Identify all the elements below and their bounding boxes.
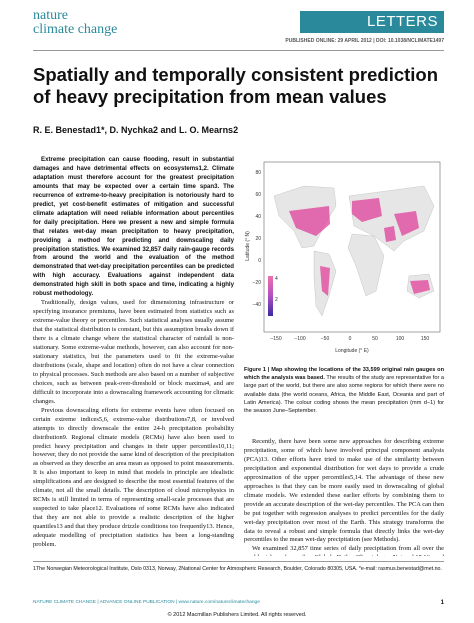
y-tick-label: −20 bbox=[253, 280, 262, 286]
y-tick-label: 60 bbox=[255, 192, 261, 198]
figure-map: 4 2 80 60 40 20 0 −20 −40 Latitude (° N)… bbox=[245, 161, 441, 354]
paragraph: Previous downscaling efforts for extreme… bbox=[33, 406, 234, 548]
email: *e-mail: rasmus.benestad@met.no. bbox=[358, 566, 442, 572]
colorbar-label: 2 bbox=[275, 297, 278, 303]
y-axis-label: Latitude (° N) bbox=[245, 231, 251, 261]
x-tick-label: 100 bbox=[396, 336, 405, 342]
y-tick-label: 40 bbox=[255, 214, 261, 220]
x-tick-label: −150 bbox=[270, 336, 281, 342]
footnote-rule bbox=[33, 561, 444, 562]
paragraph: We examined 32,857 time series of daily … bbox=[244, 545, 444, 556]
y-tick-label: −40 bbox=[253, 302, 262, 308]
station-cluster bbox=[320, 266, 330, 296]
gauge-stations bbox=[289, 198, 430, 296]
article-title: Spatially and temporally consistent pred… bbox=[33, 64, 439, 107]
colorbar-label: 4 bbox=[275, 276, 278, 282]
x-tick-label: −100 bbox=[294, 336, 305, 342]
paragraph: Recently, there have been some new appro… bbox=[244, 438, 444, 544]
x-axis-label: Longitude (° E) bbox=[335, 348, 369, 354]
left-column: Extreme precipitation can cause flooding… bbox=[33, 156, 234, 556]
colorbar bbox=[268, 276, 273, 316]
figure-caption: Figure 1 | Map showing the locations of … bbox=[244, 366, 444, 415]
right-column: Recently, there have been some new appro… bbox=[244, 438, 444, 556]
y-tick-label: 0 bbox=[258, 258, 261, 264]
station-cluster bbox=[352, 198, 382, 222]
caption-title: Figure 1 | Map showing the locations of … bbox=[244, 367, 444, 382]
footer-journal: NATURE CLIMATE CHANGE | ADVANCE ONLINE P… bbox=[33, 600, 260, 605]
caption-text: The results of the study are representat… bbox=[244, 375, 444, 415]
footnote: 1The Norwegian Meteorological Institute,… bbox=[33, 566, 444, 574]
station-cluster bbox=[289, 206, 330, 236]
section-banner: LETTERS bbox=[300, 11, 444, 33]
x-tick-label: 0 bbox=[349, 336, 352, 342]
published-line: PUBLISHED ONLINE: 29 APRIL 2012 | DOI: 1… bbox=[285, 38, 444, 44]
station-cluster bbox=[410, 280, 430, 294]
abstract: Extreme precipitation can cause flooding… bbox=[33, 156, 234, 298]
station-cluster bbox=[384, 226, 396, 242]
copyright: © 2012 Macmillan Publishers Limited. All… bbox=[167, 612, 307, 618]
journal-logo: nature climate change bbox=[33, 9, 117, 37]
africa bbox=[347, 233, 385, 297]
header-rule bbox=[33, 50, 444, 51]
paragraph: Traditionally, design values, used for d… bbox=[33, 299, 234, 405]
authors: R. E. Benestad1*, D. Nychka2 and L. O. M… bbox=[33, 125, 239, 135]
x-tick-label: −50 bbox=[321, 336, 330, 342]
page-number: 1 bbox=[440, 600, 444, 606]
affiliations: 1The Norwegian Meteorological Institute,… bbox=[33, 566, 358, 572]
x-tick-label: 150 bbox=[421, 336, 430, 342]
y-tick-label: 80 bbox=[255, 170, 261, 176]
x-tick-label: 50 bbox=[372, 336, 378, 342]
station-cluster bbox=[394, 211, 419, 236]
y-tick-label: 20 bbox=[255, 236, 261, 242]
logo-line: nature bbox=[33, 8, 68, 23]
logo-line: climate change bbox=[33, 22, 118, 37]
